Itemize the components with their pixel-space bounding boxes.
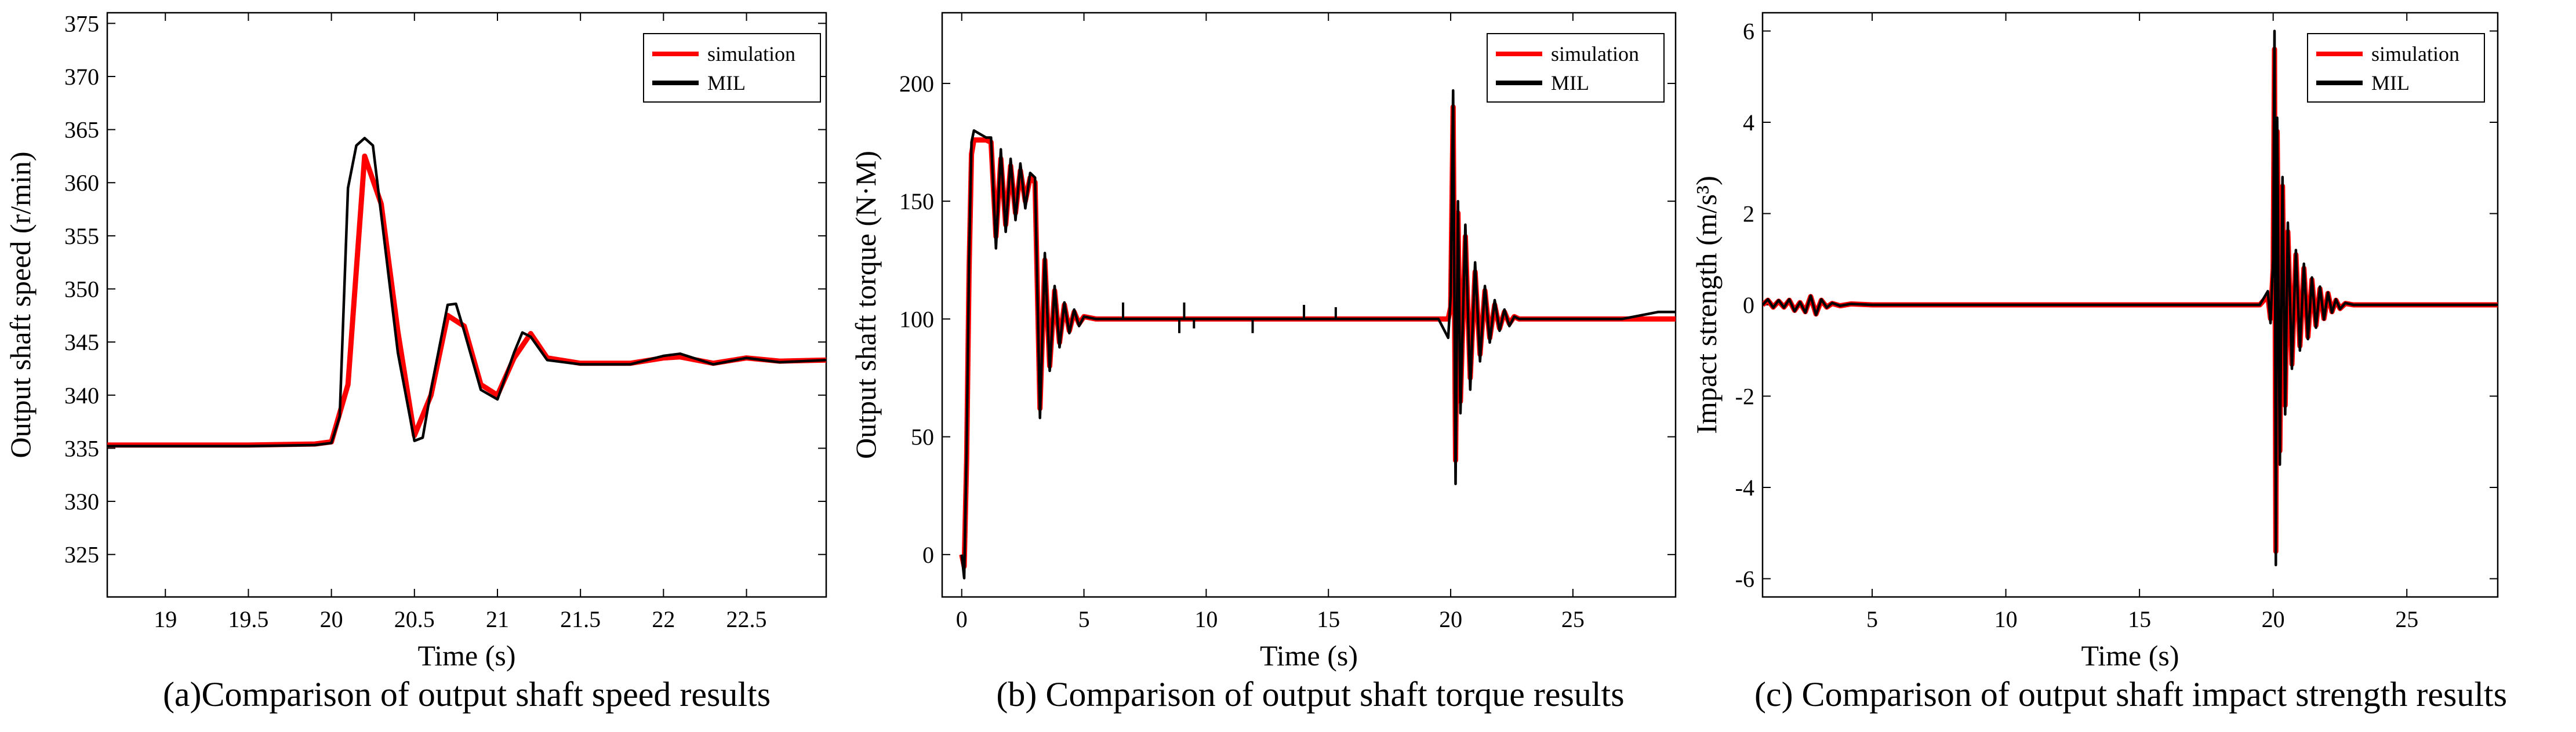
x-axis-label: Time (s) [1260,639,1358,672]
axes-frame [941,12,1677,598]
legend: simulation MIL [2307,33,2485,103]
y-tick-label: 355 [64,223,99,249]
series-line-simulation [107,153,826,448]
y-tick-label: 325 [64,542,99,568]
y-tick-label: 0 [1743,292,1754,318]
series-line-mil [107,137,826,448]
y-tick-label: 335 [64,435,99,461]
legend-box [643,33,821,103]
x-tick-label: 22 [652,606,675,632]
y-tick-label: 340 [64,383,99,409]
series-line-simulation [1763,46,2498,554]
x-tick-label: 20.5 [394,606,435,632]
x-tick-label: 21 [486,606,509,632]
x-tick-label: 20 [320,606,343,632]
legend-label-mil: MIL [707,71,746,94]
y-tick-label: 370 [64,64,99,90]
panel-c: 5 10 15 20 25 -6 -4 -2 0 2 4 6 simulation MIL Time (s)… [1690,12,2507,713]
y-tick-label: 365 [64,117,99,143]
x-tick-label: 19.5 [228,606,268,632]
panel-caption: (c) Comparison of output shaft impact st… [1754,675,2507,713]
y-tick-label: 50 [911,424,934,450]
x-tick-label: 10 [1994,606,2018,632]
legend-label-mil: MIL [1551,71,1589,94]
x-axis-label: Time (s) [417,639,515,672]
y-tick-label: -6 [1735,566,1754,592]
y-axis-label: Impact strength (m/s³) [1690,176,1723,434]
series-line-mil [1763,30,2498,567]
x-tick-label: 15 [1317,606,1340,632]
x-tick-label: 25 [2395,606,2418,632]
legend-label-simulation: simulation [707,42,795,65]
y-tick-label: 360 [64,170,99,196]
y-tick-label: 330 [64,489,99,515]
y-tick-label: 150 [899,188,934,214]
y-tick-label: -4 [1735,475,1754,501]
legend-box [1487,33,1665,103]
y-tick-label: 375 [64,10,99,37]
legend: simulation MIL [643,33,821,103]
y-tick-label: 4 [1743,110,1754,136]
x-tick-label: 20 [2262,606,2285,632]
y-tick-label: -2 [1735,384,1754,410]
x-tick-label: 0 [956,606,968,632]
panel-a: 19 19.5 20 20.5 21 21.5 22 22.5 325 330 335 340 345 3… [4,10,827,713]
x-tick-label: 25 [1561,606,1585,632]
legend-label-simulation: simulation [1551,42,1639,65]
panel-caption: (a)Comparison of output shaft speed resu… [163,675,771,713]
x-tick-label: 21.5 [560,606,601,632]
y-tick-label: 350 [64,276,99,303]
y-tick-label: 2 [1743,201,1754,227]
panel-b: 0 5 10 15 20 25 0 50 100 150 200 simulation MIL Time … [849,12,1677,713]
x-tick-label: 5 [1078,606,1090,632]
y-tick-label: 200 [899,71,934,97]
series-line-mil [960,89,1676,580]
series-line-simulation [959,104,1676,569]
y-tick-label: 6 [1743,19,1754,45]
legend: simulation MIL [1487,33,1665,103]
y-axis-label: Output shaft torque (N·M) [849,151,882,459]
y-tick-label: 100 [899,306,934,332]
axes-frame [106,12,827,598]
x-tick-label: 10 [1194,606,1218,632]
x-tick-label: 19 [154,606,177,632]
legend-box [2307,33,2485,103]
y-tick-label: 0 [922,542,934,568]
x-tick-label: 20 [1439,606,1462,632]
y-axis-label: Output shaft speed (r/min) [4,151,37,458]
x-axis-label: Time (s) [2081,639,2179,672]
legend-label-simulation: simulation [2371,42,2459,65]
x-tick-label: 15 [2128,606,2151,632]
panel-caption: (b) Comparison of output shaft torque re… [996,675,1624,713]
x-tick-label: 22.5 [726,606,767,632]
legend-label-mil: MIL [2371,71,2410,94]
y-tick-label: 345 [64,329,99,355]
x-tick-label: 5 [1866,606,1878,632]
